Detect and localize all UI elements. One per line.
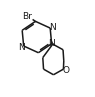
Text: O: O xyxy=(62,66,69,75)
Text: N: N xyxy=(49,23,56,32)
Text: Br: Br xyxy=(22,12,32,21)
Text: N: N xyxy=(48,39,55,48)
Text: N: N xyxy=(18,43,25,52)
